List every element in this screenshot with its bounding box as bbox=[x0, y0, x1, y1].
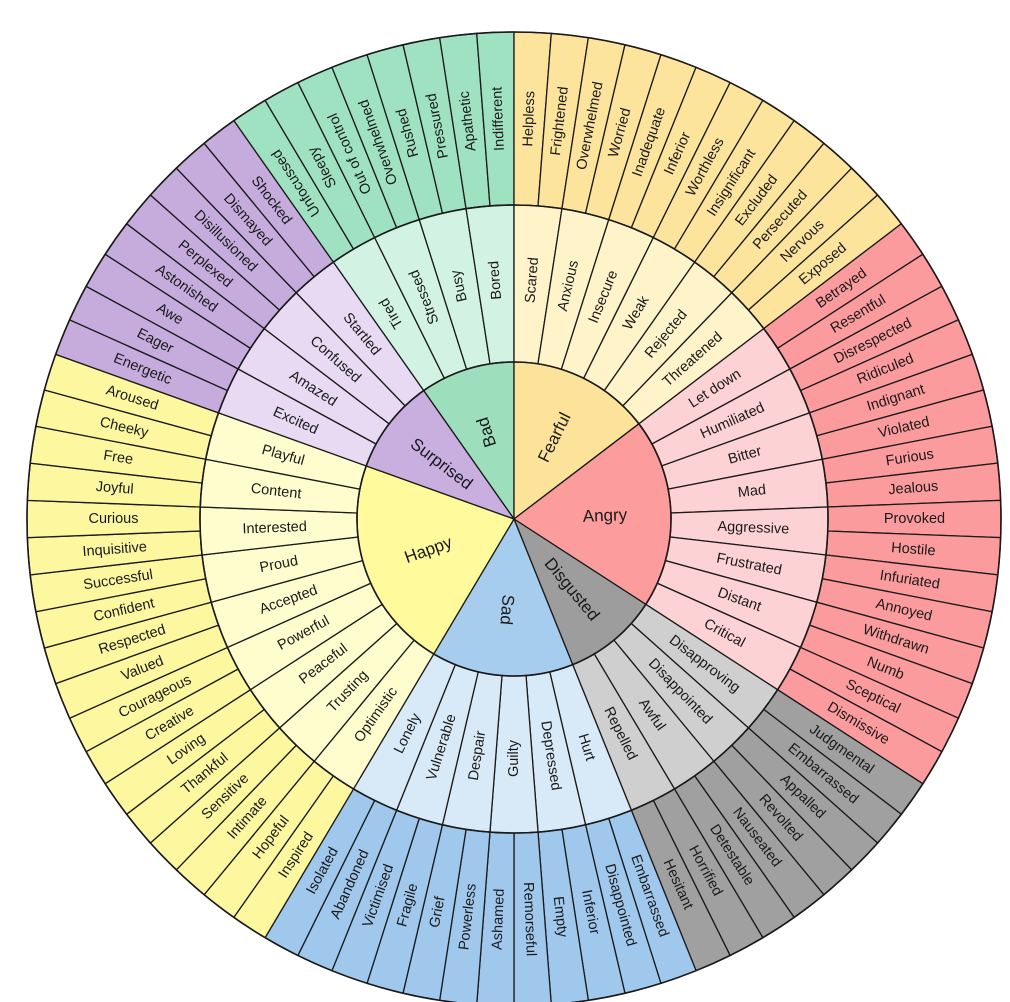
middle-label-hurt: Hurt bbox=[575, 732, 599, 763]
outer-label-free: Free bbox=[102, 448, 134, 468]
outer-label-hostile: Hostile bbox=[891, 540, 936, 559]
outer-label-grief: Grief bbox=[427, 894, 449, 929]
middle-label-bored: Bored bbox=[486, 260, 505, 300]
middle-label-aggressive: Aggressive bbox=[717, 519, 789, 538]
middle-label-guilty: Guilty bbox=[506, 739, 522, 777]
outer-label-joyful: Joyful bbox=[95, 479, 134, 498]
outer-label-frightened: Frightened bbox=[548, 86, 572, 157]
middle-label-despair: Despair bbox=[466, 730, 489, 782]
middle-label-interested: Interested bbox=[242, 519, 307, 537]
wheel-outer-border bbox=[26, 31, 1002, 1002]
outer-label-powerless: Powerless bbox=[456, 883, 480, 951]
middle-label-busy: Busy bbox=[448, 268, 471, 304]
middle-label-scared: Scared bbox=[523, 257, 542, 304]
outer-label-jealous: Jealous bbox=[888, 478, 939, 498]
outer-label-helpless: Helpless bbox=[520, 91, 538, 147]
middle-label-content: Content bbox=[250, 481, 302, 503]
outer-label-provoked: Provoked bbox=[884, 511, 945, 527]
middle-label-mad: Mad bbox=[737, 482, 767, 501]
core-label-angry: Angry bbox=[582, 505, 628, 526]
core-ring-border bbox=[356, 361, 672, 677]
outer-label-ashamed: Ashamed bbox=[489, 888, 507, 950]
wheel-segments bbox=[26, 31, 1002, 1002]
outer-label-curious: Curious bbox=[89, 511, 139, 527]
outer-label-empty: Empty bbox=[550, 896, 571, 939]
outer-label-remorseful: Remorseful bbox=[520, 882, 539, 957]
core-label-sad: Sad bbox=[496, 594, 517, 626]
middle-ring-border bbox=[199, 204, 829, 834]
outer-label-furious: Furious bbox=[885, 446, 935, 469]
middle-label-proud: Proud bbox=[258, 553, 299, 576]
outer-label-indifferent: Indifferent bbox=[489, 86, 507, 151]
outer-label-apathetic: Apathetic bbox=[457, 90, 480, 152]
outer-label-inquisitive: Inquisitive bbox=[82, 539, 148, 560]
